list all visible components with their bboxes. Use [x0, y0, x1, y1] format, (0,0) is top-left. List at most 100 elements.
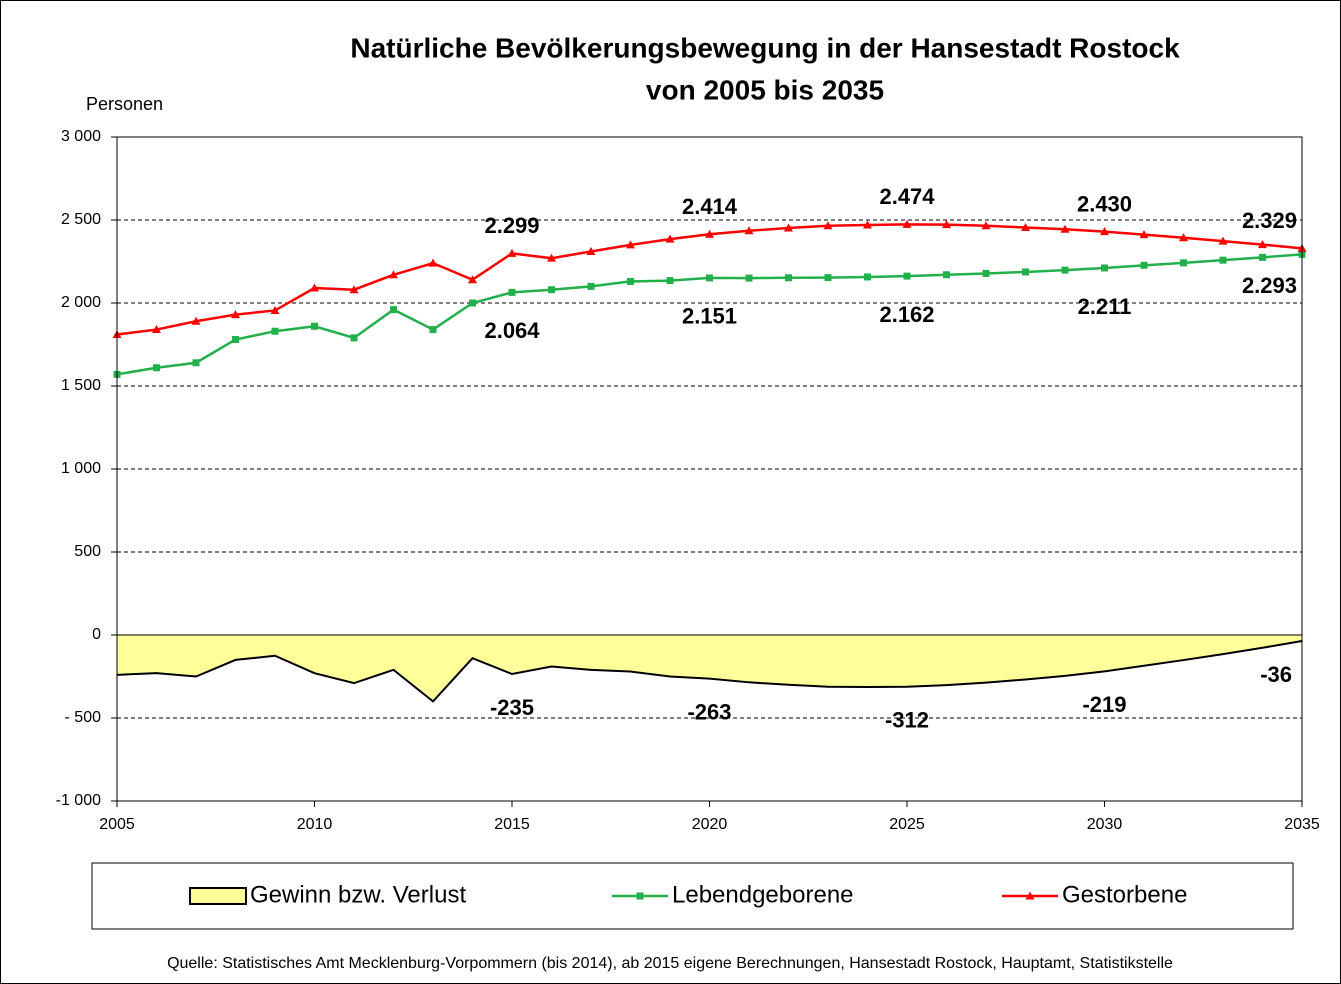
marker — [547, 253, 556, 262]
legend-label: Lebendgeborene — [672, 881, 854, 908]
marker — [349, 285, 359, 294]
legend-marker — [1025, 891, 1035, 900]
marker — [903, 272, 911, 280]
marker — [390, 306, 397, 314]
marker — [1259, 253, 1266, 261]
y-tick-label: 1 500 — [61, 377, 101, 394]
marker — [666, 277, 674, 285]
marker — [507, 248, 517, 257]
marker — [626, 240, 635, 249]
marker — [508, 288, 516, 296]
data-label: -235 — [490, 695, 534, 720]
x-tick-label: 2025 — [889, 816, 925, 833]
y-tick-label: -1 000 — [56, 792, 101, 809]
marker — [627, 277, 634, 285]
marker — [1021, 222, 1030, 231]
y-tick-label: 1 000 — [61, 460, 101, 477]
y-tick-label: 2 500 — [61, 211, 101, 228]
marker — [943, 271, 950, 279]
marker — [1101, 264, 1108, 272]
marker — [1022, 268, 1029, 276]
marker — [428, 258, 438, 267]
marker — [823, 221, 833, 230]
marker — [665, 234, 675, 243]
marker — [1140, 261, 1148, 269]
legend-swatch — [189, 887, 247, 905]
data-label: 2.299 — [484, 213, 539, 238]
marker — [1061, 266, 1069, 274]
data-label: 2.151 — [682, 304, 737, 329]
data-label: 2.064 — [484, 318, 540, 343]
data-label: 2.211 — [1078, 294, 1132, 319]
x-tick-label: 2035 — [1284, 816, 1320, 833]
marker — [232, 336, 239, 344]
data-label: 2.430 — [1077, 191, 1132, 216]
marker — [152, 325, 161, 334]
marker — [942, 220, 951, 229]
marker — [1179, 233, 1188, 242]
chart-title: Natürliche Bevölkerungsbewegung in der H… — [350, 32, 1180, 63]
marker — [270, 305, 280, 314]
marker — [785, 274, 792, 282]
area-edge — [116, 639, 1303, 703]
marker — [1139, 230, 1149, 239]
data-label: -312 — [885, 708, 929, 733]
source: Quelle: Statistisches Amt Mecklenburg-Vo… — [167, 955, 1173, 972]
x-tick-label: 2015 — [494, 816, 530, 833]
marker — [1180, 259, 1187, 267]
legend — [91, 862, 1294, 930]
plot-border — [116, 136, 1303, 802]
y-tick-label: 3 000 — [61, 128, 101, 145]
marker — [706, 274, 713, 282]
marker — [1100, 227, 1109, 236]
marker — [468, 275, 477, 284]
marker — [1060, 224, 1070, 233]
marker — [1258, 240, 1267, 249]
data-label: 2.474 — [879, 184, 935, 209]
chart-title: von 2005 bis 2035 — [646, 74, 884, 105]
y-tick-label: 500 — [74, 543, 101, 560]
marker — [469, 299, 476, 307]
y-tick-label: 2 000 — [61, 294, 101, 311]
y-tick-label: - 500 — [65, 709, 102, 726]
marker — [981, 221, 991, 230]
x-tick-label: 2030 — [1087, 816, 1123, 833]
y-axis-label: Personen — [86, 94, 163, 114]
x-tick-label: 2020 — [692, 816, 728, 833]
marker — [389, 270, 398, 279]
data-label: -219 — [1082, 692, 1126, 717]
marker — [863, 220, 872, 229]
data-label: 2.414 — [682, 194, 738, 219]
marker — [310, 283, 319, 292]
marker — [864, 273, 871, 281]
marker — [548, 286, 555, 294]
marker — [311, 322, 318, 330]
data-label: 2.293 — [1242, 273, 1297, 298]
marker — [705, 229, 714, 238]
data-label: -263 — [687, 699, 731, 724]
marker — [824, 274, 832, 282]
x-tick-label: 2010 — [297, 816, 333, 833]
marker — [586, 247, 596, 256]
marker — [587, 282, 595, 290]
marker — [745, 274, 753, 282]
legend-label: Gewinn bzw. Verlust — [250, 881, 466, 908]
data-label: 2.162 — [879, 302, 934, 327]
marker — [784, 223, 793, 232]
marker — [429, 326, 437, 334]
y-tick-label: 0 — [92, 626, 101, 643]
marker — [192, 359, 200, 367]
legend-label: Gestorbene — [1062, 881, 1187, 908]
marker — [231, 310, 240, 319]
marker — [902, 219, 912, 228]
marker — [153, 364, 160, 372]
marker — [1218, 236, 1228, 245]
data-label: -36 — [1260, 662, 1292, 687]
marker — [982, 269, 990, 277]
marker — [350, 334, 358, 342]
data-label: 2.329 — [1242, 208, 1297, 233]
marker — [191, 316, 201, 325]
x-tick-label: 2005 — [99, 816, 135, 833]
